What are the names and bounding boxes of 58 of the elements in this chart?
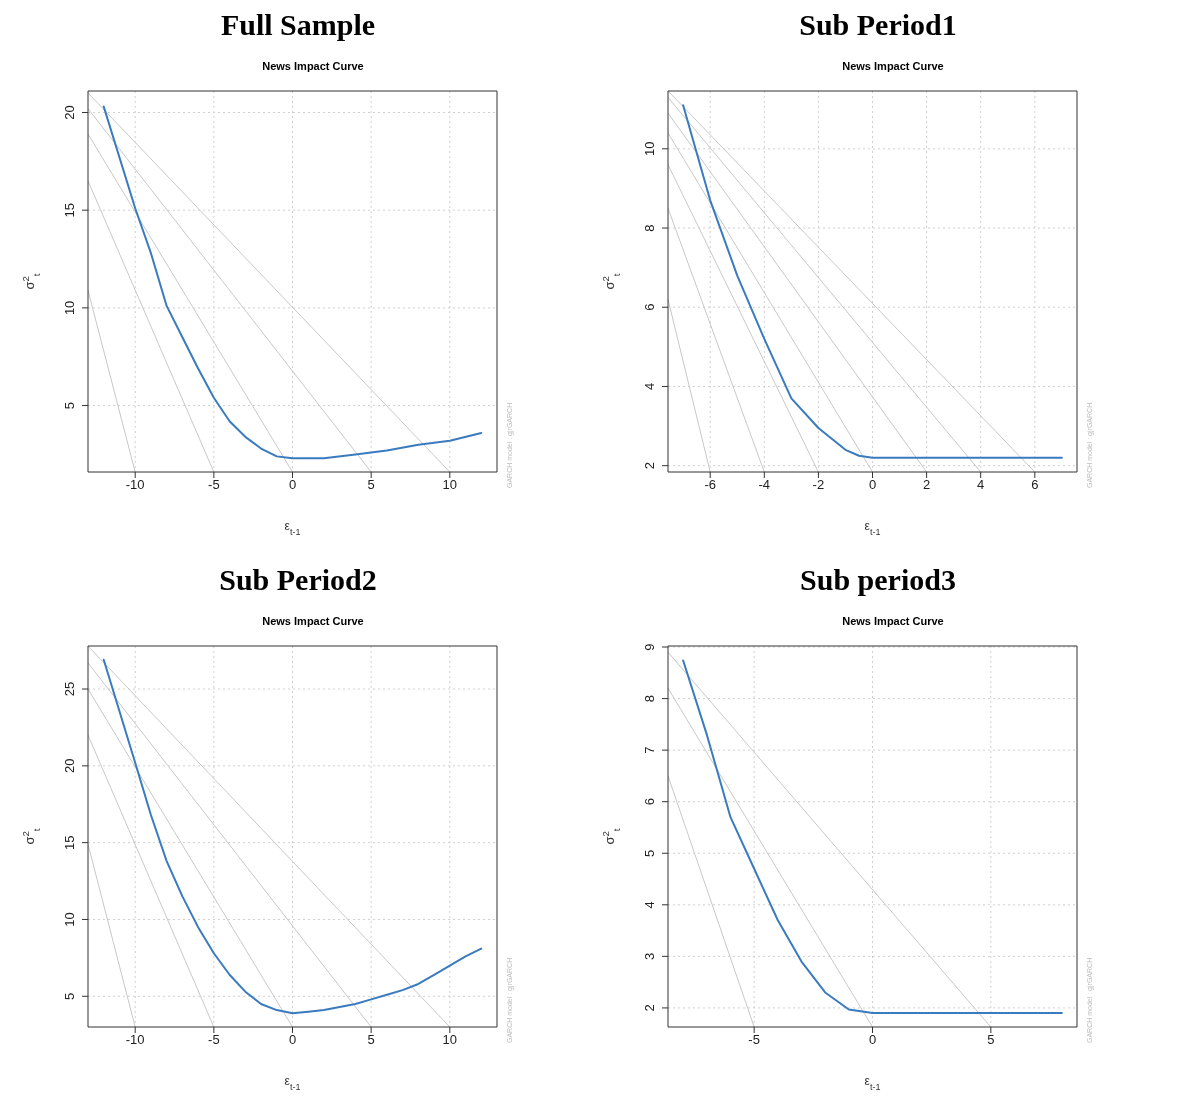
line-series <box>102 658 483 1015</box>
y-tick-label: 20 <box>62 105 77 120</box>
x-tick-label: 5 <box>367 477 375 493</box>
x-axis-title: ε$_{t-1}$ <box>284 1074 301 1092</box>
x-axis-title: ε$_{t-1}$ <box>864 1074 881 1092</box>
chart-subtitle: News Impact Curve <box>261 615 365 627</box>
y-tick-label: 15 <box>62 835 77 850</box>
x-tick-label: -6 <box>704 477 716 493</box>
y-tick-label: 5 <box>62 992 77 1000</box>
x-tick-label: 0 <box>868 1032 877 1048</box>
x-tick-label: -5 <box>748 1032 760 1048</box>
line-series <box>682 659 1063 1015</box>
y-tick-label: 6 <box>642 303 657 311</box>
x-tick-label: 0 <box>288 1032 297 1048</box>
chart-title: Sub period3 <box>799 563 957 598</box>
chart-title: Sub Period2 <box>218 563 378 598</box>
y-tick-label: 6 <box>642 798 657 806</box>
x-axis-title: ε$_{t-1}$ <box>284 519 301 537</box>
y-tick-label: 7 <box>642 746 657 754</box>
y-tick-label: 9 <box>642 643 657 651</box>
line-series <box>102 105 483 460</box>
x-tick-label: 10 <box>442 477 458 493</box>
x-tick-label: -4 <box>758 477 771 493</box>
x-tick-label: 4 <box>977 477 985 493</box>
chart-title: Full Sample <box>219 8 377 43</box>
y-tick-label: 10 <box>642 141 657 157</box>
x-tick-label: 2 <box>922 477 931 493</box>
y-tick-label: 2 <box>642 462 657 470</box>
y-tick-label: 5 <box>62 401 77 410</box>
y-tick-label: 10 <box>62 300 77 316</box>
x-tick-label: 5 <box>367 1032 375 1048</box>
y-tick-label: 20 <box>62 758 77 774</box>
y-tick-label: 3 <box>642 952 657 960</box>
y-tick-label: 5 <box>642 849 657 857</box>
chart-subtitle: News Impact Curve <box>841 615 945 627</box>
line-series <box>682 104 1063 459</box>
x-tick-label: 0 <box>288 477 297 493</box>
y-tick-label: 10 <box>62 912 77 927</box>
x-tick-label: 0 <box>868 477 877 493</box>
x-tick-label: -10 <box>125 1032 145 1048</box>
chart-subtitle: News Impact Curve <box>841 60 945 72</box>
x-tick-label: -2 <box>812 477 825 493</box>
x-axis-title: ε$_{t-1}$ <box>864 519 881 537</box>
x-tick-label: -5 <box>208 477 220 493</box>
x-tick-label: 10 <box>442 1032 458 1048</box>
x-tick-label: 6 <box>1031 477 1039 493</box>
chart-subtitle: News Impact Curve <box>261 60 365 72</box>
x-tick-label: -5 <box>208 1032 220 1048</box>
y-tick-label: 15 <box>62 202 77 218</box>
y-tick-label: 25 <box>62 681 77 697</box>
chart-title: Sub Period1 <box>798 8 958 43</box>
y-tick-label: 4 <box>642 382 657 391</box>
y-tick-label: 4 <box>642 901 657 909</box>
x-tick-label: 5 <box>987 1032 995 1048</box>
y-tick-label: 2 <box>642 1004 657 1012</box>
y-tick-label: 8 <box>642 694 657 703</box>
y-tick-label: 8 <box>642 224 657 232</box>
x-tick-label: -10 <box>125 477 145 493</box>
